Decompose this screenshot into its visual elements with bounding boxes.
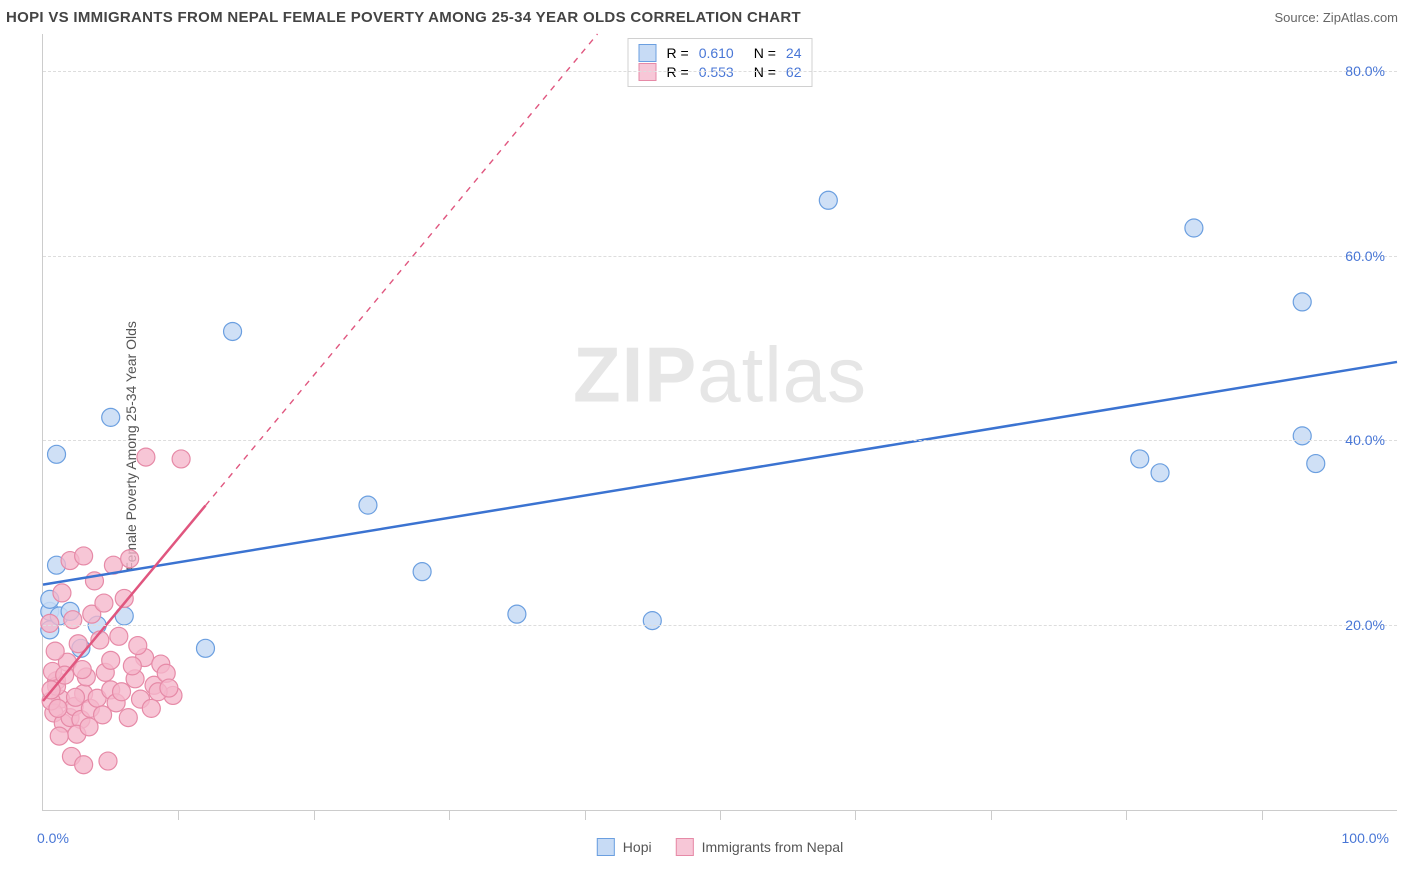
data-point	[172, 450, 190, 468]
legend-swatch	[639, 63, 657, 81]
data-point	[75, 756, 93, 774]
gridline-h	[43, 625, 1397, 626]
legend-r-label: R =	[667, 64, 689, 80]
data-point	[80, 718, 98, 736]
data-point	[1293, 427, 1311, 445]
legend-r-label: R =	[667, 45, 689, 61]
source-label: Source: ZipAtlas.com	[1274, 10, 1398, 25]
data-point	[75, 547, 93, 565]
data-point	[121, 550, 139, 568]
data-point	[413, 563, 431, 581]
data-point	[1185, 219, 1203, 237]
x-tick	[855, 810, 856, 820]
data-point	[1307, 455, 1325, 473]
chart-plot-area: ZIPatlas R =0.610N =24R =0.553N =62 Hopi…	[42, 34, 1397, 811]
x-tick	[178, 810, 179, 820]
data-point	[1151, 464, 1169, 482]
data-point	[46, 642, 64, 660]
x-tick	[585, 810, 586, 820]
x-tick	[1262, 810, 1263, 820]
data-point	[643, 612, 661, 630]
data-point	[142, 699, 160, 717]
data-point	[41, 614, 59, 632]
x-tick	[1126, 810, 1127, 820]
gridline-h	[43, 440, 1397, 441]
data-point	[224, 322, 242, 340]
legend-series-item: Immigrants from Nepal	[676, 838, 844, 856]
legend-swatch	[639, 44, 657, 62]
data-point	[508, 605, 526, 623]
data-point	[1131, 450, 1149, 468]
legend-n-label: N =	[754, 64, 776, 80]
scatter-svg	[43, 34, 1397, 810]
legend-r-value: 0.610	[699, 45, 734, 61]
x-tick-label-max: 100.0%	[1342, 810, 1389, 846]
data-point	[819, 191, 837, 209]
y-tick-label: 60.0%	[1345, 248, 1385, 264]
data-point	[110, 627, 128, 645]
data-point	[137, 448, 155, 466]
data-point	[95, 594, 113, 612]
data-point	[102, 408, 120, 426]
legend-swatch	[597, 838, 615, 856]
data-point	[113, 683, 131, 701]
data-point	[1293, 293, 1311, 311]
legend-stats-row: R = 0.610 N = 24	[639, 44, 802, 62]
data-point	[119, 709, 137, 727]
data-point	[196, 639, 214, 657]
data-point	[66, 688, 84, 706]
gridline-h	[43, 71, 1397, 72]
data-point	[49, 699, 67, 717]
legend-series-label: Immigrants from Nepal	[702, 839, 844, 855]
data-point	[48, 445, 66, 463]
x-tick	[314, 810, 315, 820]
x-tick	[449, 810, 450, 820]
y-tick-label: 20.0%	[1345, 617, 1385, 633]
data-point	[129, 637, 147, 655]
data-point	[53, 584, 71, 602]
data-point	[99, 752, 117, 770]
legend-n-label: N =	[754, 45, 776, 61]
y-tick-label: 80.0%	[1345, 63, 1385, 79]
data-point	[160, 679, 178, 697]
legend-n-value: 24	[786, 45, 802, 61]
gridline-h	[43, 256, 1397, 257]
legend-series-label: Hopi	[623, 839, 652, 855]
data-point	[102, 651, 120, 669]
chart-title: HOPI VS IMMIGRANTS FROM NEPAL FEMALE POV…	[6, 9, 801, 26]
legend-n-value: 62	[786, 64, 802, 80]
data-point	[359, 496, 377, 514]
legend-series: Hopi Immigrants from Nepal	[597, 838, 843, 856]
y-tick-label: 40.0%	[1345, 432, 1385, 448]
data-point	[50, 727, 68, 745]
legend-swatch	[676, 838, 694, 856]
x-tick-label-min: 0.0%	[37, 810, 69, 846]
x-tick	[720, 810, 721, 820]
legend-series-item: Hopi	[597, 838, 652, 856]
x-tick	[991, 810, 992, 820]
data-point	[123, 657, 141, 675]
legend-stats-row: R = 0.553 N = 62	[639, 63, 802, 81]
legend-stats: R = 0.610 N = 24 R = 0.553 N = 62	[628, 38, 813, 87]
legend-r-value: 0.553	[699, 64, 734, 80]
